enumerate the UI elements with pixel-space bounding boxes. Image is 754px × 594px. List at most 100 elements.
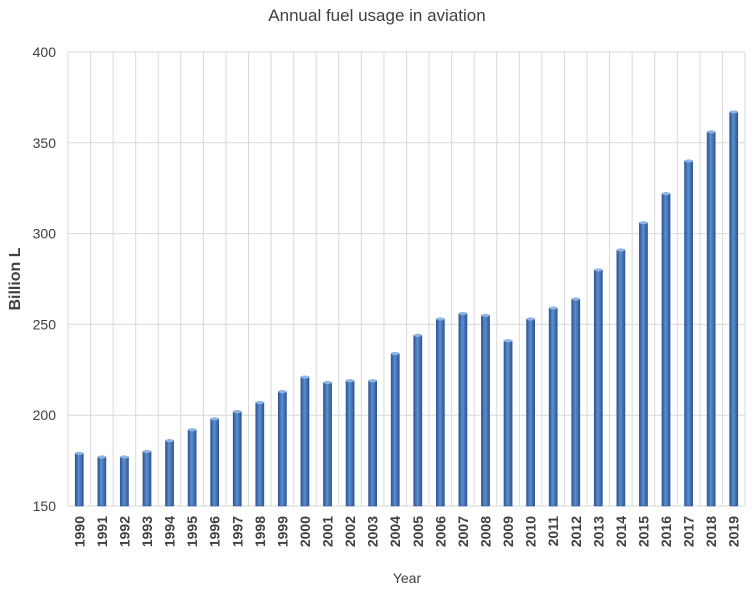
x-tick-label: 2008 xyxy=(477,516,493,547)
x-tick-label: 2014 xyxy=(613,516,629,547)
bar-cap xyxy=(594,268,603,272)
x-tick-label: 2018 xyxy=(703,516,719,547)
bar-cap xyxy=(300,375,310,379)
bar-cap xyxy=(436,317,445,321)
bar-cap xyxy=(639,221,648,225)
bar-1999 xyxy=(278,391,287,507)
x-tick-label: 1991 xyxy=(94,516,110,547)
x-tick-label: 2019 xyxy=(726,516,742,547)
bar-2011 xyxy=(548,307,558,507)
bar-2014 xyxy=(616,249,626,507)
bar-cap xyxy=(120,455,129,459)
bar-cap xyxy=(729,110,738,114)
x-tick-label: 2009 xyxy=(500,516,516,547)
bar-cap xyxy=(549,306,558,310)
bar-1995 xyxy=(187,429,197,507)
x-tick-label: 2004 xyxy=(387,516,403,547)
bar-cap xyxy=(142,449,152,454)
bar-2008 xyxy=(481,315,490,507)
x-tick-label: 2015 xyxy=(635,516,651,547)
x-tick-label: 2006 xyxy=(432,516,448,547)
bar-1994 xyxy=(165,440,174,507)
chart-title: Annual fuel usage in aviation xyxy=(268,6,486,25)
y-tick-label: 350 xyxy=(33,135,57,151)
x-tick-label: 1993 xyxy=(139,516,155,547)
bar-2015 xyxy=(639,222,648,507)
x-tick-label: 2011 xyxy=(545,516,561,547)
x-tick-label: 1997 xyxy=(229,516,245,547)
bar-cap xyxy=(97,455,106,459)
bar-2002 xyxy=(345,380,355,507)
bar-2016 xyxy=(661,193,671,507)
bar-1992 xyxy=(120,456,129,507)
bar-cap xyxy=(255,400,264,405)
bar-2009 xyxy=(503,340,513,507)
y-tick-label: 250 xyxy=(33,316,57,332)
y-tick-label: 400 xyxy=(33,44,57,60)
x-tick-label: 1995 xyxy=(184,516,200,547)
bar-2017 xyxy=(684,160,693,507)
bar-2010 xyxy=(526,318,535,507)
bar-1990 xyxy=(74,453,84,507)
bar-2019 xyxy=(729,111,739,507)
bar-cap xyxy=(526,317,535,321)
x-tick-label: 2012 xyxy=(568,516,584,547)
bar-2001 xyxy=(323,382,332,507)
bar-2004 xyxy=(390,353,400,507)
x-tick-label: 1992 xyxy=(116,516,132,547)
bar-2012 xyxy=(571,298,581,507)
bars xyxy=(74,110,739,507)
bar-cap xyxy=(707,130,716,134)
y-tick-label: 200 xyxy=(33,407,57,423)
bar-cap xyxy=(278,389,287,394)
x-tick-label: 1994 xyxy=(162,516,178,547)
x-axis-label: Year xyxy=(393,570,422,586)
x-tick-label: 1996 xyxy=(207,516,223,547)
bar-cap xyxy=(346,379,355,383)
bar-2007 xyxy=(458,313,468,507)
bar-cap xyxy=(684,159,693,163)
bar-cap xyxy=(75,451,84,455)
bar-cap xyxy=(165,439,174,443)
x-tick-label: 2002 xyxy=(342,516,358,547)
y-axis-label: Billion L xyxy=(7,247,24,310)
bar-1993 xyxy=(142,451,152,507)
x-tick-label: 2003 xyxy=(365,516,381,547)
x-tick-label: 2017 xyxy=(681,516,697,547)
bar-cap xyxy=(233,409,242,414)
x-axis-ticks: 1990 1991 1992 1993 1994 1995 1996 1997 1998 1999… xyxy=(71,516,741,547)
x-tick-label: 2001 xyxy=(320,516,336,547)
bar-cap xyxy=(571,297,580,301)
bar-cap xyxy=(661,192,671,196)
x-tick-label: 2005 xyxy=(410,516,426,547)
bar-2003 xyxy=(368,380,378,507)
gridlines xyxy=(67,51,746,507)
y-tick-label: 300 xyxy=(33,226,57,242)
x-tick-label: 2007 xyxy=(455,516,471,547)
x-tick-label: 2013 xyxy=(590,516,606,547)
x-tick-label: 1998 xyxy=(252,516,268,547)
bar-cap xyxy=(413,333,422,337)
bar-cap xyxy=(616,248,625,252)
bar-cap xyxy=(323,380,332,385)
x-tick-label: 1990 xyxy=(71,516,87,547)
bar-1996 xyxy=(210,418,220,507)
bar-2006 xyxy=(435,318,445,507)
y-tick-label: 150 xyxy=(33,498,57,514)
bar-cap xyxy=(503,339,513,343)
bar-2013 xyxy=(593,269,603,507)
bar-1998 xyxy=(255,402,265,507)
bar-1991 xyxy=(97,456,107,507)
bar-cap xyxy=(368,379,377,383)
bar-cap xyxy=(188,428,197,432)
x-tick-label: 2010 xyxy=(523,516,539,547)
bar-1997 xyxy=(232,411,242,507)
bar-cap xyxy=(210,417,219,421)
bar-2000 xyxy=(300,376,310,507)
bar-cap xyxy=(391,351,400,356)
bar-cap xyxy=(458,311,467,316)
bar-2005 xyxy=(413,334,423,507)
y-axis-ticks: 150 200 250 300 350 400 xyxy=(33,44,57,514)
bar-2018 xyxy=(706,131,716,507)
